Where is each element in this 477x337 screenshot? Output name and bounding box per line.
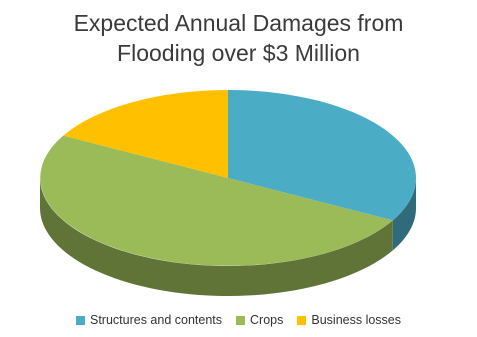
legend-item-crops: Crops (236, 313, 283, 327)
chart-title-line-2: Flooding over $3 Million (117, 40, 360, 66)
legend: Structures and contents Crops Business l… (0, 313, 477, 327)
legend-swatch-crops (236, 315, 246, 325)
pie-side-crops (40, 178, 393, 296)
legend-label-business: Business losses (311, 313, 401, 327)
legend-label-crops: Crops (250, 313, 284, 327)
pie-slice-crops (40, 135, 393, 266)
chart-title-line-1: Expected Annual Damages from (73, 10, 404, 36)
legend-label-structures: Structures and contents (90, 313, 223, 327)
pie-side-structures-and-contents (392, 178, 416, 251)
legend-swatch-structures (76, 315, 85, 325)
legend-item-business: Business losses (297, 313, 401, 327)
legend-item-structures: Structures and contents (76, 313, 222, 327)
chart-title: Expected Annual Damages from Flooding ov… (0, 8, 477, 68)
legend-swatch-business (297, 315, 307, 325)
pie-slice-structures-and-contents (228, 90, 416, 221)
pie-slice-business-losses (63, 90, 228, 178)
